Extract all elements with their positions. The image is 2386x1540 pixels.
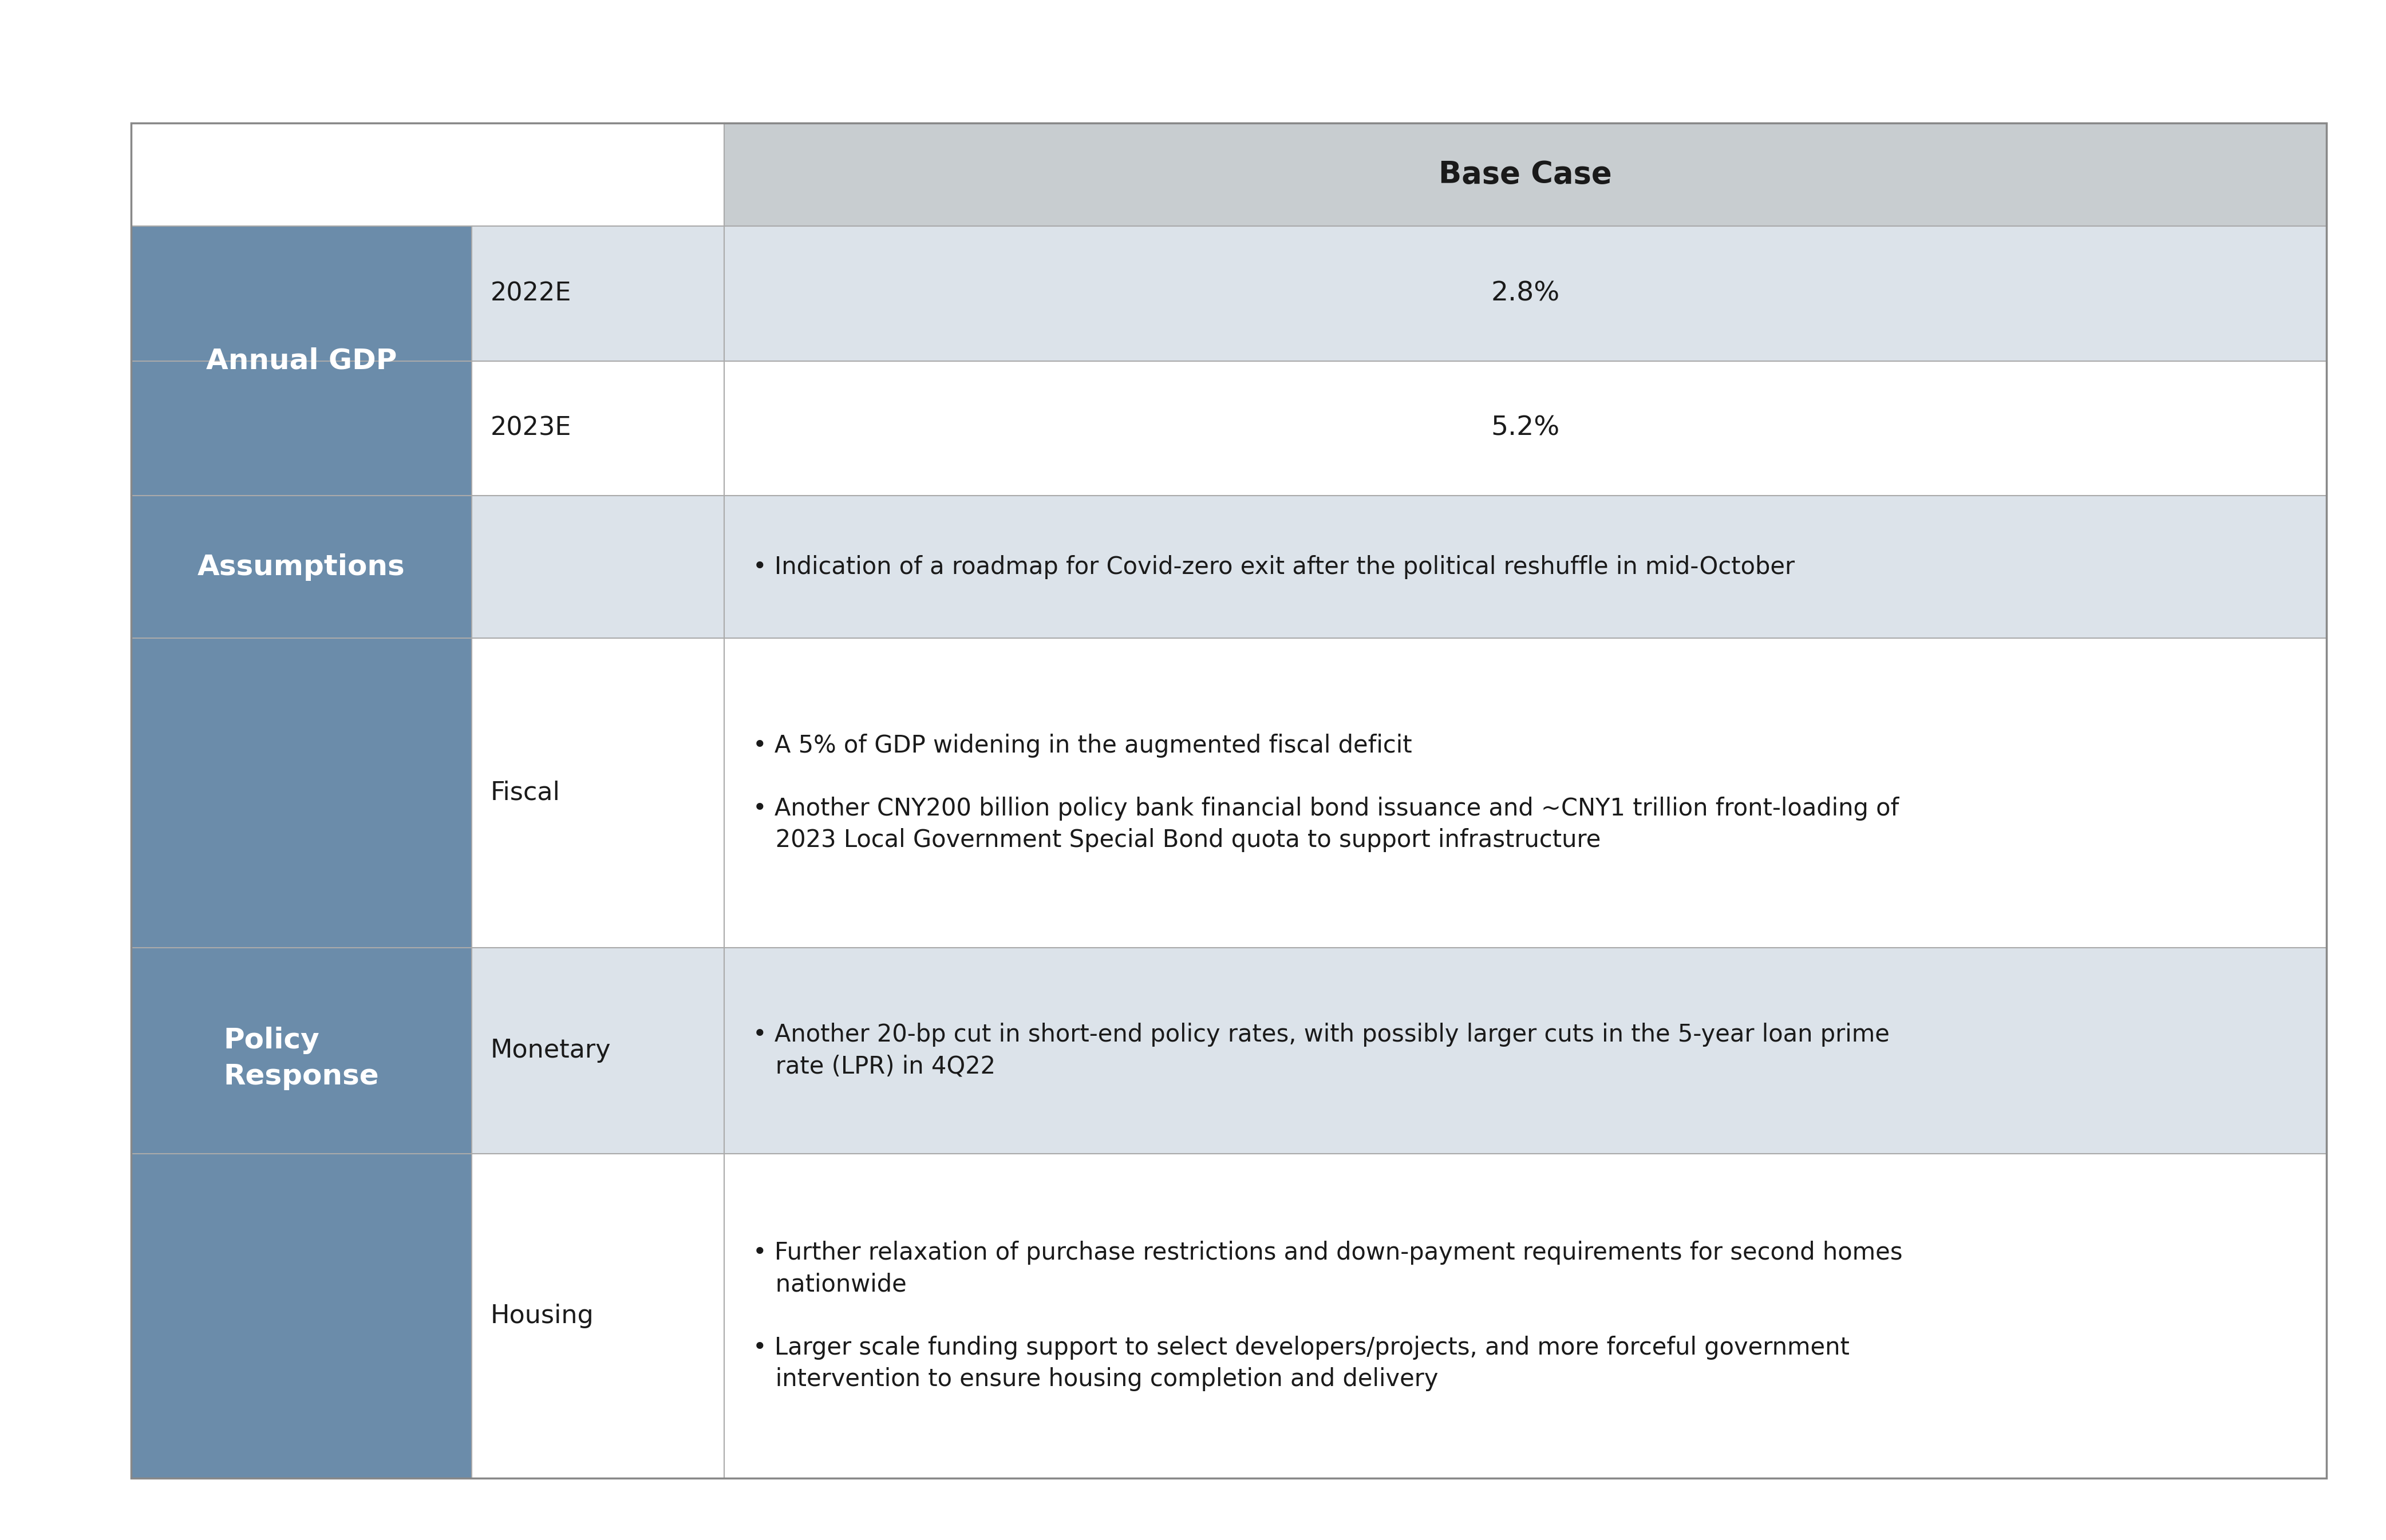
- Text: Base Case: Base Case: [1439, 160, 1613, 189]
- Text: Housing: Housing: [492, 1304, 594, 1327]
- Bar: [131, 123, 723, 226]
- Text: 5.2%: 5.2%: [1491, 416, 1560, 440]
- Bar: [472, 1153, 723, 1478]
- Bar: [472, 226, 723, 360]
- Bar: [723, 1153, 2326, 1478]
- Text: • A 5% of GDP widening in the augmented fiscal deficit

• Another CNY200 billion: • A 5% of GDP widening in the augmented …: [752, 733, 1899, 852]
- Text: Policy
Response: Policy Response: [224, 1027, 379, 1090]
- Text: • Another 20-bp cut in short-end policy rates, with possibly larger cuts in the : • Another 20-bp cut in short-end policy …: [752, 1023, 1890, 1078]
- Bar: [131, 639, 472, 947]
- Bar: [723, 639, 2326, 947]
- Bar: [723, 123, 2326, 226]
- Text: 2.8%: 2.8%: [1491, 280, 1560, 306]
- Bar: [723, 360, 2326, 496]
- Bar: [723, 947, 2326, 1153]
- Text: • Indication of a roadmap for Covid-zero exit after the political reshuffle in m: • Indication of a roadmap for Covid-zero…: [752, 554, 1794, 579]
- Bar: [131, 360, 472, 496]
- Bar: [472, 496, 723, 639]
- Bar: [472, 639, 723, 947]
- Bar: [131, 1153, 472, 1478]
- Text: Assumptions: Assumptions: [198, 553, 406, 581]
- Bar: [131, 226, 472, 360]
- Text: 2022E: 2022E: [492, 282, 573, 306]
- Bar: [723, 226, 2326, 360]
- Text: Fiscal: Fiscal: [492, 781, 561, 805]
- Bar: [131, 496, 472, 639]
- Bar: [723, 496, 2326, 639]
- Bar: [472, 360, 723, 496]
- Bar: [131, 123, 2326, 1478]
- Text: 2023E: 2023E: [492, 416, 573, 440]
- Bar: [472, 947, 723, 1153]
- Bar: [131, 947, 472, 1153]
- Text: Monetary: Monetary: [492, 1038, 611, 1063]
- Text: • Further relaxation of purchase restrictions and down-payment requirements for : • Further relaxation of purchase restric…: [752, 1241, 1902, 1391]
- Text: Annual GDP: Annual GDP: [205, 346, 396, 374]
